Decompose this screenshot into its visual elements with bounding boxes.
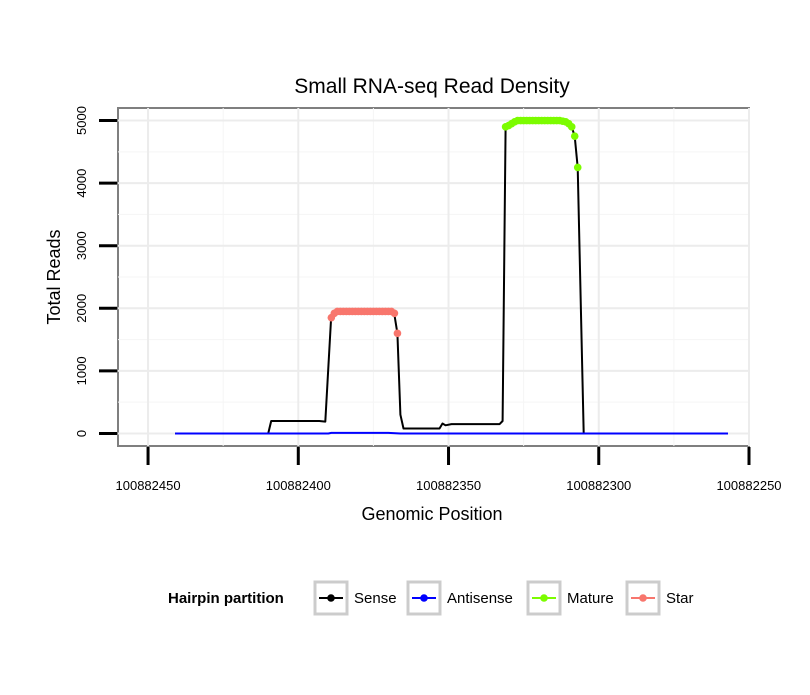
data-point-mature	[570, 132, 579, 140]
legend-key-point	[327, 594, 335, 602]
series-line-antisense	[175, 431, 728, 435]
data-point-mature	[567, 122, 576, 131]
y-tick-label: 1000	[74, 356, 89, 385]
legend-key-point	[420, 594, 428, 602]
legend-item-mature: Mature	[526, 580, 614, 616]
data-point-mature	[573, 163, 582, 172]
y-tick-label: 2000	[74, 294, 89, 323]
legend: Hairpin partition Sense Antisense Mature St…	[168, 580, 694, 616]
y-tick-label: 3000	[74, 231, 89, 260]
x-tick-label: 100882350	[416, 478, 481, 493]
x-axis: 100882450 100882400 100882350 100882300 1008…	[116, 447, 782, 493]
legend-label: Mature	[567, 590, 614, 607]
x-axis-label: Genomic Position	[361, 504, 502, 524]
legend-item-sense: Sense	[313, 580, 397, 616]
legend-item-antisense: Antisense	[406, 580, 513, 616]
legend-label: Sense	[354, 590, 397, 607]
legend-item-star: Star	[625, 580, 694, 616]
y-tick-label: 4000	[74, 169, 89, 198]
legend-key-point	[639, 594, 647, 602]
legend-label: Star	[666, 590, 694, 607]
legend-title: Hairpin partition	[168, 590, 284, 607]
legend-key-point	[540, 594, 548, 602]
y-tick-label: 0	[74, 430, 89, 437]
data-point-star	[393, 329, 402, 338]
y-axis-label: Total Reads	[44, 229, 64, 324]
grid-lines	[118, 108, 750, 446]
y-tick-label: 5000	[74, 106, 89, 135]
x-tick-label: 100882400	[266, 478, 331, 493]
x-tick-label: 100882250	[716, 478, 781, 493]
series-points	[327, 116, 582, 338]
x-tick-label: 100882300	[566, 478, 631, 493]
chart-title: Small RNA-seq Read Density	[294, 75, 570, 98]
x-tick-label: 100882450	[116, 478, 181, 493]
data-point-star	[390, 309, 399, 318]
y-axis: 0 1000 2000 3000 4000 5000	[74, 106, 117, 437]
legend-label: Antisense	[447, 590, 513, 607]
